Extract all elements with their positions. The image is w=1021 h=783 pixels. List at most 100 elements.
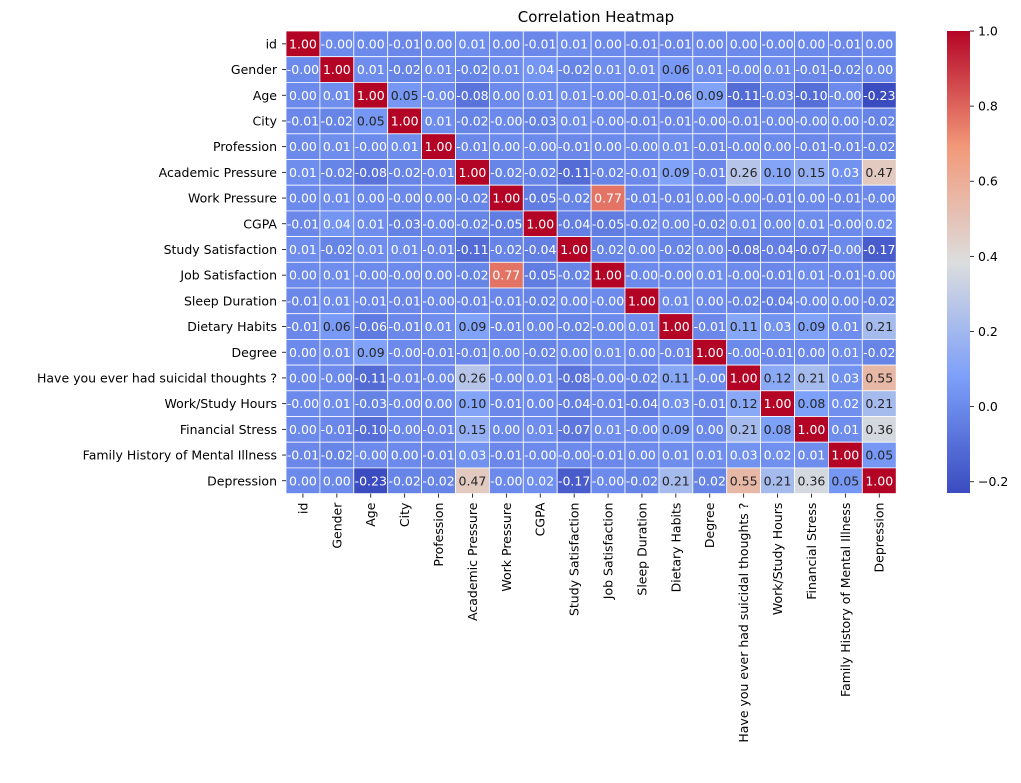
- cell-value-label: 0.02: [764, 448, 792, 463]
- cell-value-label: 0.15: [798, 165, 826, 180]
- cell-value-label: -0.00: [626, 422, 658, 437]
- cell-value-label: -0.00: [592, 319, 624, 334]
- heatmap-cell: [692, 210, 728, 237]
- heatmap-cell: [590, 467, 626, 494]
- heatmap-cell: [760, 133, 795, 160]
- cell-value-label: -0.01: [422, 448, 454, 463]
- cell-value-label: -0.01: [388, 293, 420, 308]
- colorbar-tick-label: 0.8: [978, 99, 998, 114]
- heatmap-cell: [861, 416, 897, 443]
- cell-value-label: -0.02: [321, 165, 353, 180]
- cell-value-label: 0.02: [831, 396, 859, 411]
- heatmap-cell: [692, 133, 728, 160]
- cell-value-label: 0.01: [323, 268, 351, 283]
- heatmap-cell: [692, 184, 728, 212]
- heatmap-cell: [522, 30, 558, 58]
- cell-value-label: -0.06: [355, 319, 387, 334]
- heatmap-cell: [828, 364, 863, 392]
- cell-value-label: 0.08: [764, 422, 792, 437]
- cell-value-label: -0.03: [355, 396, 387, 411]
- heatmap-cell: [421, 236, 456, 263]
- cell-value-label: 0.01: [764, 62, 792, 77]
- cell-value-label: -0.02: [321, 242, 353, 257]
- heatmap-cell: [488, 287, 524, 315]
- heatmap-cell: [285, 82, 321, 109]
- cell-value-label: -0.08: [456, 88, 488, 103]
- cell-value-label: -0.00: [829, 242, 861, 257]
- heatmap-cell: [285, 338, 321, 366]
- cell-value-label: 0.05: [357, 113, 385, 128]
- cell-value-label: 0.05: [865, 448, 893, 463]
- cell-value-label: -0.01: [456, 139, 488, 154]
- heatmap-cell: [421, 364, 456, 392]
- cell-value-label: 0.01: [798, 268, 826, 283]
- heatmap-cell: [624, 390, 660, 417]
- cell-value-label: 0.00: [357, 36, 385, 51]
- cell-value-label: -0.00: [727, 139, 759, 154]
- heatmap-cell: [726, 184, 762, 212]
- cell-value-label: 0.01: [696, 268, 724, 283]
- heatmap-cell: [387, 467, 423, 494]
- heatmap-cell: [794, 287, 829, 315]
- cell-value-label: -0.00: [592, 370, 624, 385]
- cell-value-label: 1.00: [492, 191, 520, 206]
- cell-value-label: -0.01: [524, 36, 556, 51]
- heatmap-cell: [828, 467, 863, 494]
- cell-value-label: 0.02: [526, 473, 554, 488]
- cell-value-label: -0.01: [490, 396, 522, 411]
- heatmap-cell: [828, 210, 863, 237]
- heatmap-cell: [455, 159, 490, 186]
- cell-value-label: 0.00: [764, 139, 792, 154]
- cell-value-label: -0.06: [660, 88, 692, 103]
- heatmap-cell: [692, 338, 728, 366]
- cell-value-label: 1.00: [526, 216, 554, 231]
- cell-value-label: 0.00: [492, 139, 520, 154]
- heatmap-cell: [387, 133, 423, 160]
- cell-value-label: 0.09: [696, 88, 724, 103]
- cell-value-label: -0.02: [422, 473, 454, 488]
- cell-value-label: 1.00: [662, 319, 690, 334]
- cell-value-label: -0.01: [422, 242, 454, 257]
- cell-value-label: 0.00: [865, 36, 893, 51]
- cell-value-label: 0.01: [289, 165, 317, 180]
- heatmap-cell: [421, 133, 456, 160]
- heatmap-cell: [319, 184, 355, 212]
- colorbar-gradient: [947, 31, 970, 493]
- heatmap-cell: [861, 364, 897, 392]
- cell-value-label: -0.00: [490, 370, 522, 385]
- heatmap-cell: [861, 56, 897, 83]
- cell-value-label: 0.01: [391, 139, 419, 154]
- cell-value-label: 0.01: [391, 242, 419, 257]
- heatmap-cell: [353, 210, 389, 237]
- cell-value-label: -0.02: [592, 242, 624, 257]
- heatmap-cell: [658, 364, 694, 392]
- cell-value-label: -0.01: [829, 268, 861, 283]
- cell-value-label: 1.00: [831, 448, 859, 463]
- cell-value-label: 0.55: [865, 370, 893, 385]
- cell-value-label: 0.01: [730, 216, 758, 231]
- heatmap-cell: [658, 82, 694, 109]
- heatmap-cell: [692, 159, 728, 186]
- cell-value-label: 1.00: [289, 36, 317, 51]
- cell-value-label: 0.01: [628, 62, 656, 77]
- heatmap-cell: [455, 133, 490, 160]
- cell-value-label: 1.00: [323, 62, 351, 77]
- heatmap-cell: [590, 313, 626, 340]
- cell-value-label: 0.01: [459, 36, 487, 51]
- heatmap-cell: [794, 210, 829, 237]
- heatmap-cell: [319, 56, 355, 83]
- cell-value-label: 0.00: [798, 36, 826, 51]
- heatmap-cell: [624, 441, 660, 469]
- cell-value-label: 1.00: [560, 242, 588, 257]
- cell-value-label: 0.01: [798, 448, 826, 463]
- cell-value-label: -0.00: [388, 396, 420, 411]
- cell-value-label: 0.01: [662, 293, 690, 308]
- cell-value-label: 0.00: [594, 36, 622, 51]
- heatmap-cell: [828, 287, 863, 315]
- heatmap-cell: [353, 236, 389, 263]
- y-tick-label: Dietary Habits: [187, 319, 277, 334]
- heatmap-cell: [624, 82, 660, 109]
- heatmap-cell: [590, 82, 626, 109]
- cell-value-label: 0.06: [323, 319, 351, 334]
- cell-value-label: 0.00: [289, 139, 317, 154]
